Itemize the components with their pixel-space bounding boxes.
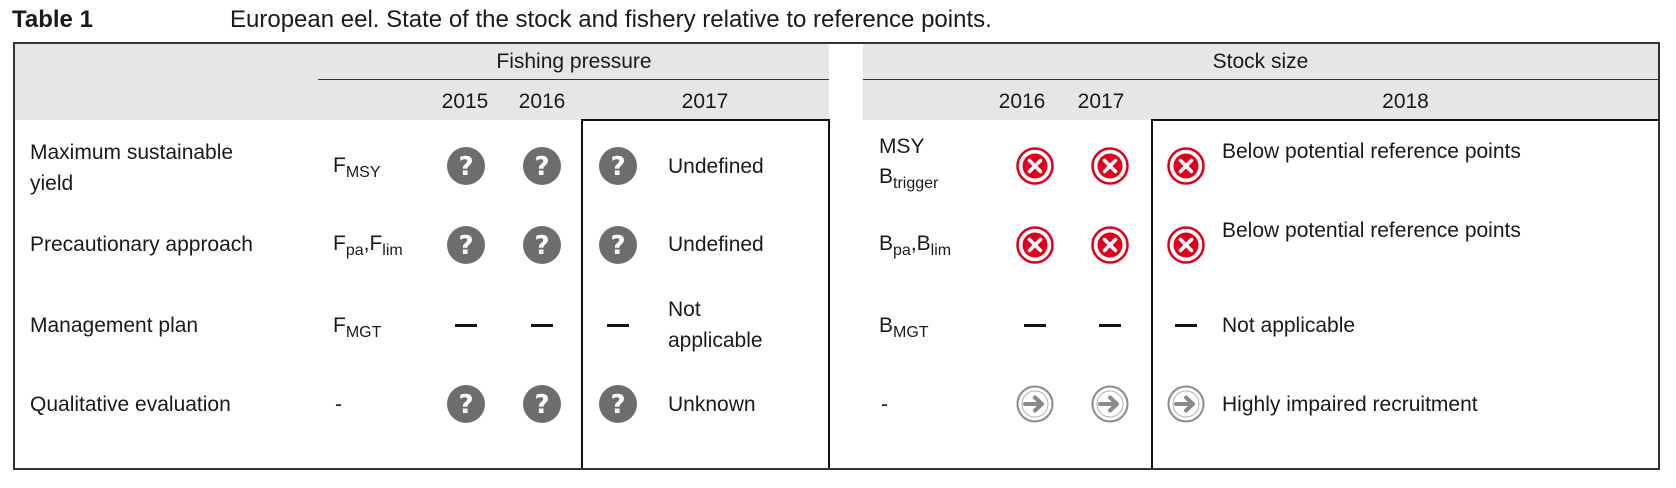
- row-label-precautionary: Precautionary approach: [30, 233, 253, 256]
- stock-status-management-plan: Not applicable: [1222, 314, 1356, 337]
- grey-arrow-circle-icon: [1091, 385, 1129, 423]
- svg-text:?: ?: [534, 231, 549, 261]
- question-circle-icon: ?: [447, 147, 485, 185]
- question-circle-icon: ?: [523, 385, 561, 423]
- ref-bmgt: BMGT: [879, 314, 929, 341]
- svg-text:?: ?: [610, 152, 625, 182]
- year-fishing-2016: 2016: [518, 90, 566, 113]
- year-stock-2018: 2018: [1382, 90, 1429, 113]
- svg-text:?: ?: [534, 390, 549, 420]
- stock-status-qualitative: Highly impaired recruitment: [1222, 393, 1478, 416]
- fishing-status-precautionary: Undefined: [668, 233, 764, 256]
- question-circle-icon: ?: [523, 147, 561, 185]
- year-stock-2016: 2016: [998, 90, 1046, 113]
- dash-icon: [531, 324, 553, 327]
- grey-arrow-circle-icon: [1016, 385, 1054, 423]
- svg-text:?: ?: [458, 152, 473, 182]
- year-stock-2017: 2017: [1077, 90, 1125, 113]
- red-x-circle-icon: [1016, 226, 1054, 264]
- ref-bpa-blim: Bpa,Blim: [879, 232, 952, 259]
- dash-icon: [1175, 324, 1197, 327]
- fishing-status-management-plan: Not applicable: [668, 298, 763, 352]
- table-frame: [13, 42, 1660, 470]
- stock-status-msy: Below potential reference points: [1222, 140, 1521, 163]
- year-fishing-2017: 2017: [681, 90, 729, 113]
- dash-icon: [1024, 324, 1046, 327]
- ref-fmsy: FMSY: [333, 154, 381, 181]
- svg-text:?: ?: [610, 231, 625, 261]
- row-label-management-plan: Management plan: [30, 314, 199, 337]
- dash-icon: [455, 324, 477, 327]
- grey-arrow-circle-icon: [1167, 385, 1205, 423]
- fishing-header-rule: [318, 79, 829, 80]
- year-fishing-2015: 2015: [441, 90, 489, 113]
- question-circle-icon: ?: [447, 385, 485, 423]
- svg-text:?: ?: [458, 231, 473, 261]
- red-x-circle-icon: [1167, 226, 1205, 264]
- red-x-circle-icon: [1016, 147, 1054, 185]
- red-x-circle-icon: [1091, 147, 1129, 185]
- question-circle-icon: ?: [447, 226, 485, 264]
- red-x-circle-icon: [1167, 147, 1205, 185]
- question-circle-icon: ?: [599, 226, 637, 264]
- dash-icon: [607, 324, 629, 327]
- red-x-circle-icon: [1091, 226, 1129, 264]
- row-label-msy: Maximum sustainable yield: [30, 141, 234, 195]
- question-circle-icon: ?: [599, 147, 637, 185]
- table-caption: European eel. State of the stock and fis…: [230, 6, 992, 33]
- row-label-qualitative: Qualitative evaluation: [30, 393, 231, 416]
- fishing-pressure-header: Fishing pressure: [496, 50, 652, 73]
- ref-stock-none: -: [881, 393, 888, 416]
- fishing-status-msy: Undefined: [668, 155, 764, 178]
- stock-header-rule: [863, 79, 1658, 80]
- column-gap: [829, 44, 863, 468]
- ref-fpa-flim: Fpa,Flim: [333, 232, 403, 259]
- fishing-status-qualitative: Unknown: [668, 393, 756, 416]
- stock-status-precautionary: Below potential reference points: [1222, 219, 1521, 242]
- dash-icon: [1099, 324, 1121, 327]
- question-circle-icon: ?: [523, 226, 561, 264]
- ref-msy-btrigger: MSY Btrigger: [879, 135, 939, 192]
- table-label: Table 1: [12, 6, 93, 33]
- ref-fishing-none: -: [335, 393, 342, 416]
- question-circle-icon: ?: [599, 385, 637, 423]
- svg-text:?: ?: [534, 152, 549, 182]
- ref-fmgt: FMGT: [333, 314, 382, 341]
- stock-size-header: Stock size: [1212, 50, 1309, 73]
- svg-text:?: ?: [610, 390, 625, 420]
- svg-text:?: ?: [458, 390, 473, 420]
